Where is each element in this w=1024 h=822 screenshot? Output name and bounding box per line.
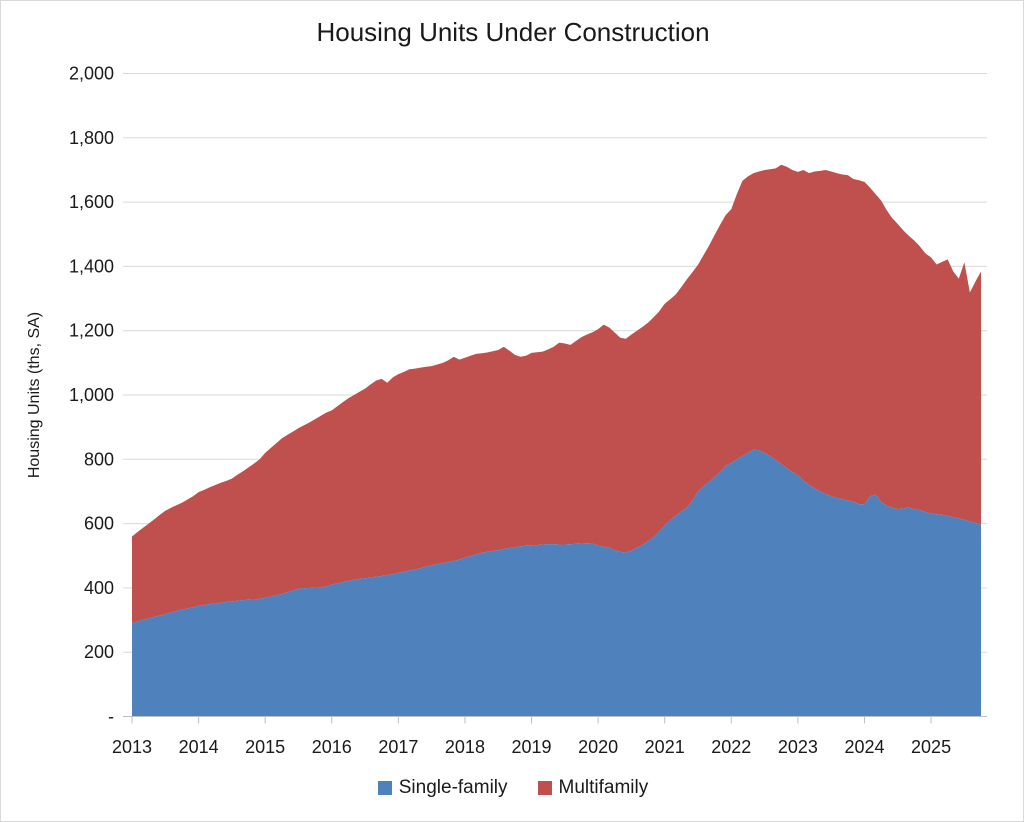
legend-label-multifamily: Multifamily: [558, 777, 649, 798]
x-axis-tick-label: 2022: [711, 737, 751, 757]
x-axis-tick-label: 2021: [645, 737, 685, 757]
x-axis-tick-label: 2019: [512, 737, 552, 757]
x-axis-tick-label: 2023: [778, 737, 818, 757]
x-axis-tick-label: 2017: [378, 737, 418, 757]
y-axis-tick-label: 1,800: [69, 128, 114, 148]
y-axis-tick-label: 1,200: [69, 321, 114, 341]
legend-label-single-family: Single-family: [398, 777, 508, 798]
x-axis-tick-label: 2018: [445, 737, 485, 757]
y-axis-tick-label: 400: [84, 578, 114, 598]
chart-title: Housing Units Under Construction: [316, 17, 710, 47]
legend-item-multifamily: Multifamily: [537, 777, 649, 799]
x-axis-tick-label: 2015: [245, 737, 285, 757]
area-multifamily: [132, 164, 981, 624]
x-axis-tick-label: 2025: [911, 737, 951, 757]
y-axis-tick-label: 200: [84, 642, 114, 662]
y-axis-tick-label: 600: [84, 514, 114, 534]
x-axis-tick-label: 2013: [112, 737, 152, 757]
y-axis-tick-label: 1,400: [69, 256, 114, 276]
x-axis-tick-label: 2024: [844, 737, 884, 757]
single-family-swatch-icon: [377, 781, 392, 795]
legend: Single-family Multifamily: [1, 777, 1023, 799]
legend-item-single-family: Single-family: [377, 777, 508, 799]
x-axis-tick-label: 2016: [312, 737, 352, 757]
area-single-family: [132, 449, 981, 717]
x-axis-tick-label: 2014: [179, 737, 219, 757]
x-axis-tick-label: 2020: [578, 737, 618, 757]
y-axis-tick-label: 2,000: [69, 64, 114, 84]
y-axis-tick-label: -: [108, 707, 114, 727]
y-axis-tick-label: 800: [84, 449, 114, 469]
y-axis-tick-label: 1,000: [69, 385, 114, 405]
multifamily-swatch-icon: [537, 781, 552, 795]
y-axis-tick-label: 1,600: [69, 192, 114, 212]
